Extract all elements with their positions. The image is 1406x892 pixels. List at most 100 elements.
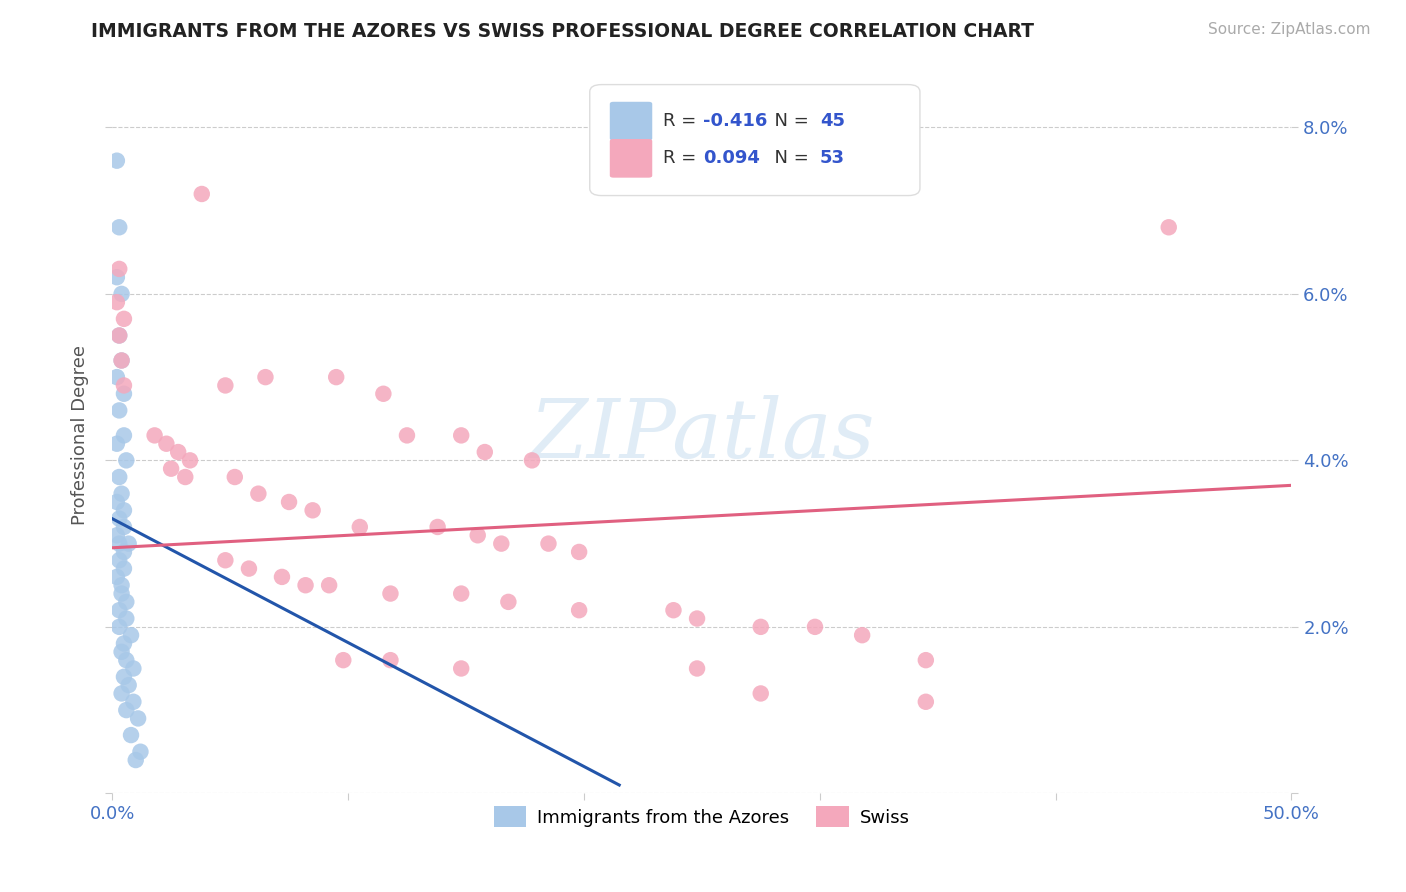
Point [127, 711, 149, 725]
Point [108, 536, 131, 550]
Point [129, 745, 152, 759]
Point [112, 670, 135, 684]
Point [851, 628, 873, 642]
Text: 45: 45 [820, 112, 845, 130]
Point [108, 328, 131, 343]
Text: N =: N = [763, 112, 814, 130]
FancyBboxPatch shape [589, 85, 920, 195]
Point [749, 686, 772, 700]
Point [179, 453, 201, 467]
Point [271, 570, 294, 584]
Point [395, 428, 418, 442]
Point [105, 370, 128, 384]
Point [120, 628, 142, 642]
Text: R =: R = [662, 112, 702, 130]
Point [662, 603, 685, 617]
Text: N =: N = [763, 149, 814, 168]
Text: 53: 53 [820, 149, 845, 168]
Point [110, 586, 132, 600]
Point [115, 595, 138, 609]
Text: ZIPatlas: ZIPatlas [529, 395, 875, 475]
Point [125, 753, 148, 767]
Point [110, 578, 132, 592]
Point [105, 570, 128, 584]
Point [108, 603, 131, 617]
Point [914, 653, 936, 667]
Point [118, 536, 141, 550]
Point [1157, 220, 1180, 235]
Point [112, 503, 135, 517]
Point [105, 436, 128, 450]
FancyBboxPatch shape [610, 102, 652, 140]
Point [112, 428, 135, 442]
Point [474, 445, 496, 459]
Point [749, 620, 772, 634]
Point [110, 353, 132, 368]
Point [450, 661, 472, 675]
Point [143, 428, 166, 442]
Point [108, 220, 131, 235]
Point [112, 378, 135, 392]
Point [914, 695, 936, 709]
Point [108, 511, 131, 525]
Point [160, 461, 183, 475]
Point [498, 595, 520, 609]
Point [174, 470, 197, 484]
Point [108, 328, 131, 343]
Point [325, 370, 347, 384]
Point [278, 495, 301, 509]
Text: R =: R = [662, 149, 702, 168]
Point [568, 545, 591, 559]
Point [108, 470, 131, 484]
Point [118, 678, 141, 692]
Point [112, 311, 135, 326]
Point [110, 286, 132, 301]
FancyBboxPatch shape [610, 139, 652, 178]
Point [112, 636, 135, 650]
Text: IMMIGRANTS FROM THE AZORES VS SWISS PROFESSIONAL DEGREE CORRELATION CHART: IMMIGRANTS FROM THE AZORES VS SWISS PROF… [91, 22, 1035, 41]
Point [254, 370, 277, 384]
Y-axis label: Professional Degree: Professional Degree [72, 345, 89, 525]
Point [380, 653, 402, 667]
Point [467, 528, 489, 542]
Point [247, 486, 270, 500]
Point [110, 486, 132, 500]
Point [115, 653, 138, 667]
Point [214, 553, 236, 567]
Legend: Immigrants from the Azores, Swiss: Immigrants from the Azores, Swiss [486, 799, 917, 834]
Point [318, 578, 340, 592]
Point [537, 536, 560, 550]
Point [122, 661, 145, 675]
Point [568, 603, 591, 617]
Point [214, 378, 236, 392]
Point [108, 403, 131, 417]
Point [520, 453, 543, 467]
Point [301, 503, 323, 517]
Point [349, 520, 371, 534]
Point [105, 528, 128, 542]
Point [105, 153, 128, 168]
Point [426, 520, 449, 534]
Point [112, 520, 135, 534]
Point [108, 261, 131, 276]
Point [167, 445, 190, 459]
Point [294, 578, 316, 592]
Point [238, 561, 260, 575]
Text: -0.416: -0.416 [703, 112, 768, 130]
Point [105, 295, 128, 310]
Point [120, 728, 142, 742]
Point [804, 620, 827, 634]
Point [108, 620, 131, 634]
Point [191, 186, 214, 201]
Point [115, 453, 138, 467]
Point [380, 586, 402, 600]
Text: Source: ZipAtlas.com: Source: ZipAtlas.com [1208, 22, 1371, 37]
Point [110, 686, 132, 700]
Point [108, 553, 131, 567]
Text: 0.094: 0.094 [703, 149, 759, 168]
Point [115, 611, 138, 625]
Point [105, 495, 128, 509]
Point [112, 545, 135, 559]
Point [491, 536, 513, 550]
Point [224, 470, 246, 484]
